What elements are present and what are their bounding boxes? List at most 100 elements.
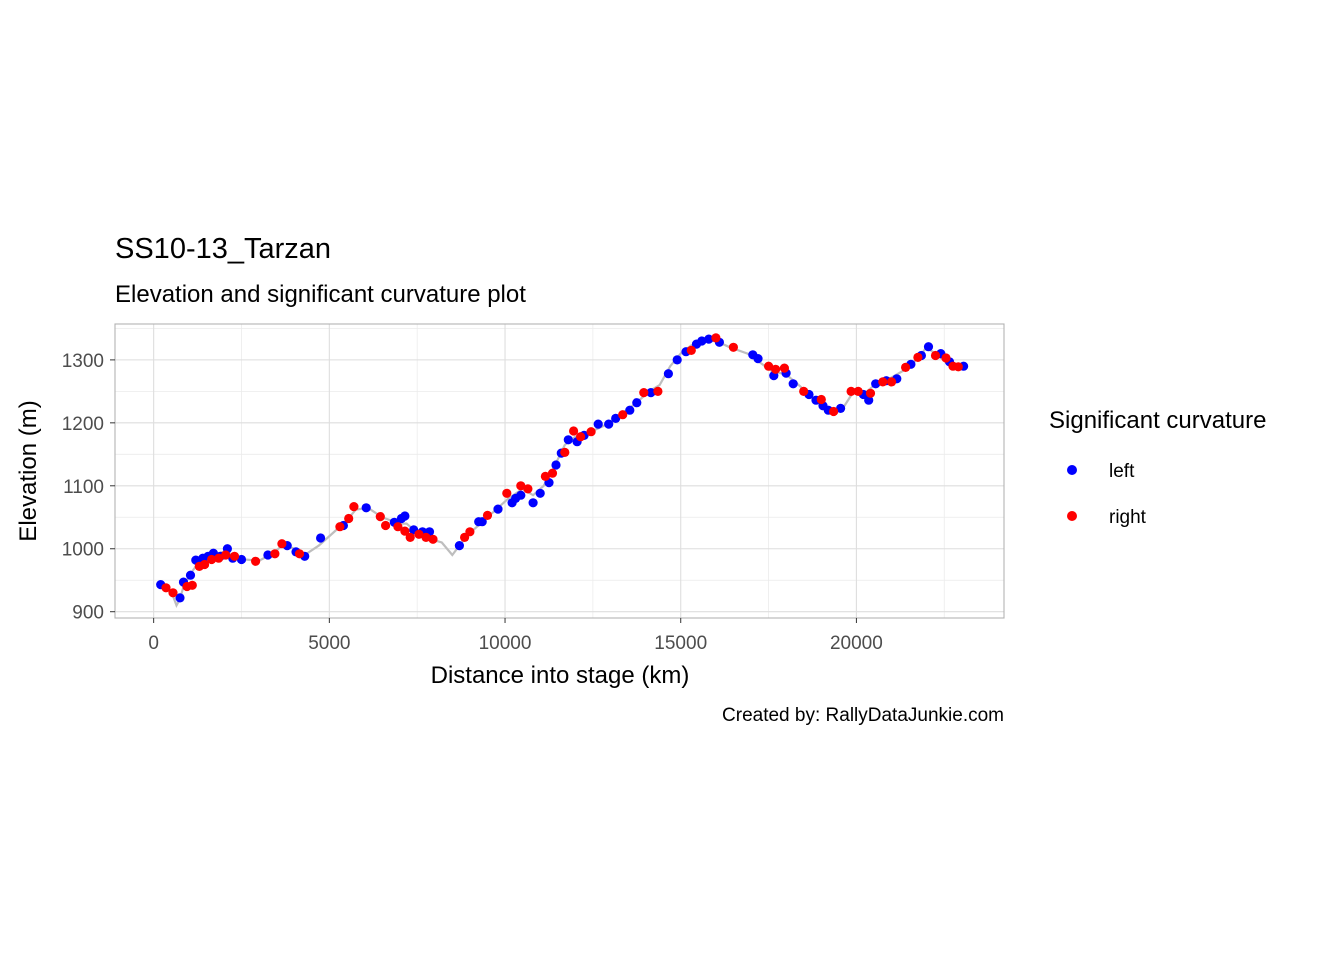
point-right: [465, 527, 475, 537]
point-right: [221, 550, 231, 560]
point-right: [878, 377, 888, 387]
minor-gridlines: [115, 324, 1004, 618]
point-right: [865, 388, 876, 398]
y-tick-label: 1100: [63, 477, 104, 498]
point-right: [502, 488, 512, 498]
point-right: [887, 377, 897, 387]
point-right: [428, 534, 438, 544]
legend-right-label: right: [1109, 507, 1147, 528]
point-right: [953, 362, 963, 372]
point-right: [187, 580, 197, 590]
point-left: [663, 369, 674, 379]
point-right: [251, 556, 261, 566]
x-axis-title: Distance into stage (km): [431, 662, 690, 689]
point-right: [421, 532, 431, 543]
x-tick-label: 5000: [308, 633, 350, 654]
point-right: [214, 553, 224, 563]
point-left: [361, 503, 371, 513]
x-axis-ticks: 0 5000 10000 15000 20000: [148, 618, 883, 654]
point-right: [523, 484, 533, 494]
chart-caption: Created by: RallyDataJunkie.com: [722, 705, 1004, 726]
point-left: [516, 490, 526, 500]
point-right: [686, 345, 696, 355]
point-right: [853, 386, 863, 396]
point-left: [316, 533, 326, 543]
y-tick-label: 1200: [62, 414, 104, 435]
point-left: [864, 395, 874, 405]
point-right: [560, 447, 570, 457]
point-right: [618, 410, 628, 420]
point-left: [625, 405, 635, 415]
point-right: [846, 386, 856, 396]
point-left: [593, 419, 603, 429]
point-left: [535, 488, 545, 498]
point-right: [207, 554, 217, 565]
point-right: [482, 510, 493, 520]
point-right: [639, 388, 649, 398]
point-left: [400, 511, 410, 521]
point-right: [930, 350, 941, 361]
panel-border: [114, 323, 1005, 619]
chart-title: SS10-13_Tarzan: [115, 233, 331, 265]
point-left: [454, 541, 464, 551]
point-right: [229, 551, 240, 561]
x-tick-label: 0: [148, 633, 159, 654]
point-left: [493, 504, 503, 514]
point-right: [816, 394, 826, 405]
point-left: [672, 355, 682, 365]
point-right: [771, 364, 781, 374]
point-right: [901, 362, 911, 372]
point-right: [586, 427, 596, 437]
point-left: [477, 517, 487, 527]
point-right: [764, 361, 774, 371]
point-right: [168, 588, 178, 598]
point-right: [569, 426, 579, 436]
point-right: [799, 386, 809, 396]
legend: Significant curvature left right: [1049, 407, 1266, 528]
point-right: [277, 539, 287, 549]
point-right: [381, 520, 391, 531]
point-right: [400, 526, 410, 536]
point-right: [405, 532, 415, 543]
point-left: [551, 460, 561, 470]
point-right: [779, 363, 790, 373]
plot-panel: [114, 323, 1005, 619]
major-gridlines: [115, 324, 1004, 618]
point-left: [611, 413, 621, 423]
point-right: [576, 432, 586, 442]
point-left: [185, 570, 196, 580]
legend-left-label: left: [1109, 461, 1135, 482]
point-left: [528, 498, 538, 508]
point-right: [913, 352, 923, 362]
point-right: [547, 468, 558, 478]
point-left: [632, 398, 642, 408]
point-right: [711, 333, 721, 343]
point-left: [704, 334, 714, 344]
point-left: [871, 379, 881, 389]
y-axis-title: Elevation (m): [15, 400, 42, 541]
legend-left-swatch: [1067, 465, 1077, 475]
point-left: [175, 593, 185, 603]
legend-right-swatch: [1067, 511, 1077, 521]
point-right: [728, 342, 739, 352]
point-left: [563, 435, 573, 445]
point-left: [697, 336, 707, 346]
point-right: [335, 522, 345, 532]
x-tick-label: 20000: [830, 633, 883, 654]
legend-title: Significant curvature: [1049, 407, 1266, 434]
point-right: [941, 353, 951, 363]
y-tick-label: 900: [72, 603, 104, 624]
point-right: [200, 559, 210, 570]
x-tick-label: 10000: [479, 633, 532, 654]
elevation-profile-line: [158, 339, 966, 609]
point-left: [604, 419, 614, 429]
x-tick-label: 15000: [654, 633, 707, 654]
point-right: [516, 481, 526, 491]
point-left: [923, 342, 934, 352]
point-right: [161, 583, 171, 593]
curvature-points: [156, 333, 969, 603]
point-left: [788, 379, 798, 389]
point-left: [753, 354, 763, 364]
point-right: [294, 549, 305, 559]
